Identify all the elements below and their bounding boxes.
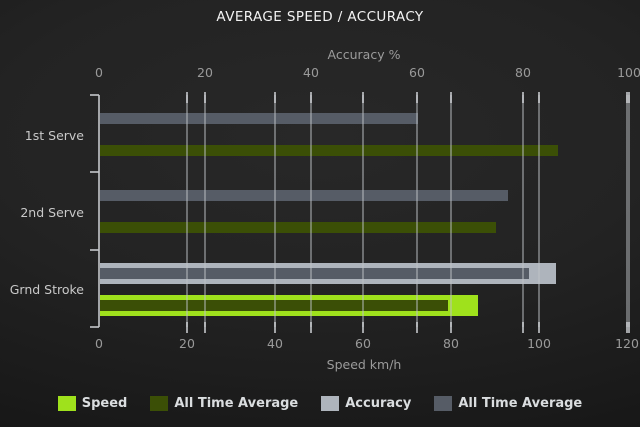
legend-swatch <box>321 396 340 411</box>
tick-mark <box>90 94 99 96</box>
speed-tick-label: 0 <box>95 336 103 351</box>
category-label: Grnd Stroke <box>9 282 84 298</box>
speed-tick-label: 40 <box>267 336 283 351</box>
all-time-average-bar <box>100 190 509 202</box>
legend-label: Accuracy <box>345 396 412 411</box>
tick-mark <box>626 92 628 103</box>
tick-mark <box>310 322 312 333</box>
category-label: 2nd Serve <box>20 205 84 220</box>
gridline <box>310 95 312 327</box>
legend-swatch <box>150 396 169 411</box>
legend-item: Speed <box>57 396 128 411</box>
speed-tick-label: 100 <box>527 336 551 351</box>
gridline <box>416 95 418 327</box>
all-time-average-bar <box>100 267 530 279</box>
accuracy-tick-label: 20 <box>197 65 213 80</box>
tick-mark <box>90 326 99 328</box>
gridline <box>274 95 276 327</box>
speed-tick-label: 80 <box>443 336 459 351</box>
chart-title: AVERAGE SPEED / ACCURACY <box>216 9 424 25</box>
tick-mark <box>628 322 630 333</box>
tick-mark <box>186 92 188 103</box>
legend-item: Accuracy <box>321 396 411 411</box>
legend-swatch <box>57 396 76 411</box>
tick-mark <box>522 322 524 333</box>
all-time-average-bar <box>100 222 496 234</box>
category-label: 1st Serve <box>24 127 84 143</box>
legend-label: Speed <box>81 396 128 411</box>
accuracy-tick-label: 40 <box>303 65 319 80</box>
tick-mark <box>522 92 524 103</box>
tick-mark <box>450 92 452 103</box>
tick-mark <box>416 322 418 333</box>
gridline <box>186 95 188 327</box>
tick-mark <box>362 322 364 333</box>
legend-label: All Time Average <box>458 396 583 411</box>
tick-mark <box>538 92 540 103</box>
gridline <box>204 95 206 327</box>
tick-mark <box>90 171 99 173</box>
tick-mark <box>186 322 188 333</box>
gridline <box>626 95 628 327</box>
legend-item: All Time Average <box>150 396 298 411</box>
tick-mark <box>90 249 99 251</box>
accuracy-tick-label: 100 <box>617 65 640 80</box>
gridline <box>450 95 452 327</box>
gridline <box>362 95 364 327</box>
all-time-average-bar <box>100 113 418 124</box>
tick-mark <box>416 92 418 103</box>
tick-mark <box>274 92 276 103</box>
speed-tick-label: 120 <box>615 336 639 351</box>
gridline <box>628 95 630 327</box>
speed-tick-label: 20 <box>179 336 195 351</box>
all-time-average-bar <box>100 299 448 311</box>
all-time-average-bar <box>100 145 558 156</box>
legend-swatch <box>434 396 453 411</box>
legend-item: All Time Average <box>434 396 582 411</box>
accuracy-tick-label: 60 <box>409 65 425 80</box>
tick-mark <box>204 92 206 103</box>
accuracy-axis-title: Accuracy % <box>327 47 401 62</box>
tick-mark <box>628 92 630 103</box>
tick-mark <box>626 322 628 333</box>
gridline <box>522 95 524 327</box>
speed-tick-label: 60 <box>355 336 371 351</box>
speed-axis-title: Speed km/h <box>326 357 402 372</box>
plot-area <box>99 95 630 327</box>
accuracy-tick-label: 0 <box>95 65 103 80</box>
y-axis-line <box>98 95 100 327</box>
legend-label: All Time Average <box>174 396 299 411</box>
gridline <box>538 95 540 327</box>
tick-mark <box>362 92 364 103</box>
accuracy-tick-label: 80 <box>515 65 531 80</box>
tick-mark <box>274 322 276 333</box>
tick-mark <box>538 322 540 333</box>
tick-mark <box>204 322 206 333</box>
tick-mark <box>310 92 312 103</box>
chart-legend: Speed All Time Average Accuracy All Time Av… <box>0 396 640 411</box>
tick-mark <box>450 322 452 333</box>
